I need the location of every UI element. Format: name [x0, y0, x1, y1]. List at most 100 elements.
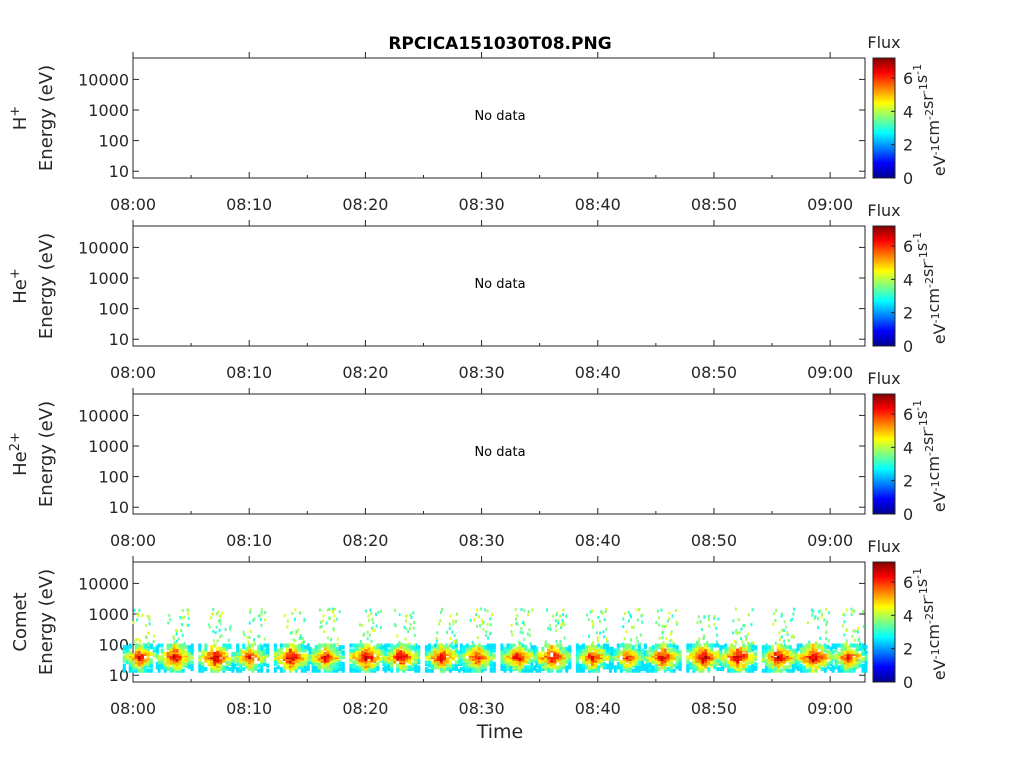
heatmap-cell	[181, 663, 185, 668]
heatmap-cell	[748, 665, 752, 670]
heatmap-cell	[675, 651, 679, 656]
heatmap-cell	[320, 665, 324, 670]
heatmap-cell	[242, 650, 246, 655]
heatmap-cell	[578, 663, 582, 668]
heatmap-cell	[733, 662, 737, 667]
heatmap-cell	[518, 667, 522, 672]
heatmap-cell	[861, 643, 865, 648]
heatmap-cell	[643, 650, 647, 655]
heatmap-cell	[260, 667, 264, 672]
heatmap-cell	[805, 668, 809, 673]
heatmap-cell	[303, 645, 307, 650]
heatmap-cell	[266, 643, 270, 648]
heatmap-cell	[730, 655, 734, 660]
heatmap-cell	[335, 665, 339, 670]
heatmap-cell-sparse	[862, 625, 865, 629]
heatmap-cell-sparse	[476, 608, 479, 612]
heatmap-cell	[143, 665, 147, 670]
heatmap-cell	[634, 665, 638, 670]
heatmap-cell	[169, 667, 173, 672]
heatmap-cell	[128, 667, 132, 672]
heatmap-cell	[338, 655, 342, 660]
heatmap-cell	[279, 655, 283, 660]
heatmap-cell	[294, 650, 298, 655]
heatmap-cell	[306, 653, 310, 658]
heatmap-cell	[300, 643, 304, 648]
heatmap-cell	[355, 656, 359, 661]
heatmap-cell-sparse	[320, 624, 323, 628]
heatmap-cell	[788, 668, 792, 673]
heatmap-cell	[358, 643, 362, 648]
heatmap-cell	[457, 660, 461, 665]
heatmap-cell-sparse	[452, 622, 455, 626]
heatmap-cell	[556, 665, 560, 670]
heatmap-burst	[349, 608, 386, 673]
heatmap-cell-sparse	[175, 639, 178, 643]
heatmap-cell-sparse	[732, 619, 735, 623]
heatmap-cell	[544, 662, 548, 667]
heatmap-cell	[785, 650, 789, 655]
heatmap-cell	[843, 643, 847, 648]
heatmap-cell	[538, 665, 542, 670]
heatmap-cell-sparse	[212, 639, 215, 643]
heatmap-cell	[619, 660, 623, 665]
heatmap-cell-sparse	[825, 607, 828, 611]
heatmap-cell-sparse	[780, 614, 783, 618]
x-tick-label: 08:50	[691, 699, 737, 718]
heatmap-cell	[716, 650, 720, 655]
heatmap-cell	[448, 660, 452, 665]
heatmap-cell	[562, 653, 566, 658]
heatmap-cell	[500, 650, 504, 655]
heatmap-cell-sparse	[670, 630, 673, 634]
heatmap-cell	[651, 665, 655, 670]
heatmap-cell	[187, 660, 191, 665]
heatmap-cell	[384, 668, 388, 673]
heatmap-cell-sparse	[629, 613, 632, 617]
heatmap-cell-sparse	[561, 623, 564, 627]
heatmap-cell	[864, 650, 868, 655]
heatmap-cell	[417, 658, 421, 663]
heatmap-cell	[451, 650, 455, 655]
heatmap-cell-sparse	[600, 610, 603, 614]
heatmap-cell	[802, 645, 806, 650]
heatmap-cell	[530, 658, 534, 663]
y-tick-label: 1000	[88, 605, 129, 624]
heatmap-cell-sparse	[218, 628, 221, 632]
heatmap-cell-sparse	[372, 628, 375, 632]
heatmap-cell	[279, 660, 283, 665]
heatmap-burst	[796, 607, 833, 673]
heatmap-cell	[701, 656, 705, 661]
heatmap-cell-sparse	[172, 635, 175, 639]
heatmap-cell-sparse	[212, 607, 215, 611]
heatmap-cell-sparse	[488, 632, 491, 636]
heatmap-cell	[791, 668, 795, 673]
heatmap-cell-sparse	[258, 634, 261, 638]
heatmap-cell	[303, 668, 307, 673]
heatmap-cell	[198, 668, 202, 673]
heatmap-cell	[530, 667, 534, 672]
heatmap-cell-sparse	[299, 633, 302, 637]
heatmap-cell	[754, 645, 758, 650]
heatmap-cell-sparse	[746, 641, 749, 645]
heatmap-cell	[823, 667, 827, 672]
heatmap-cell-sparse	[136, 618, 139, 622]
heatmap-cell	[152, 653, 156, 658]
heatmap-cell	[637, 662, 641, 667]
heatmap-cell	[172, 663, 176, 668]
heatmap-cell	[651, 656, 655, 661]
heatmap-cell	[849, 643, 853, 648]
heatmap-cell	[155, 662, 159, 667]
heatmap-cell	[459, 643, 463, 648]
heatmap-cell	[332, 643, 336, 648]
heatmap-cell	[710, 660, 714, 665]
heatmap-cell-sparse	[814, 641, 817, 645]
heatmap-cell-sparse	[544, 640, 547, 644]
heatmap-cell	[754, 662, 758, 667]
heatmap-cell-sparse	[243, 633, 246, 637]
heatmap-cell	[384, 656, 388, 661]
heatmap-cell	[640, 660, 644, 665]
heatmap-cell	[550, 668, 554, 673]
heatmap-cell-sparse	[134, 638, 137, 642]
colorbar-tick-label: 2	[903, 640, 913, 659]
colorbar-title: Flux	[867, 369, 900, 388]
